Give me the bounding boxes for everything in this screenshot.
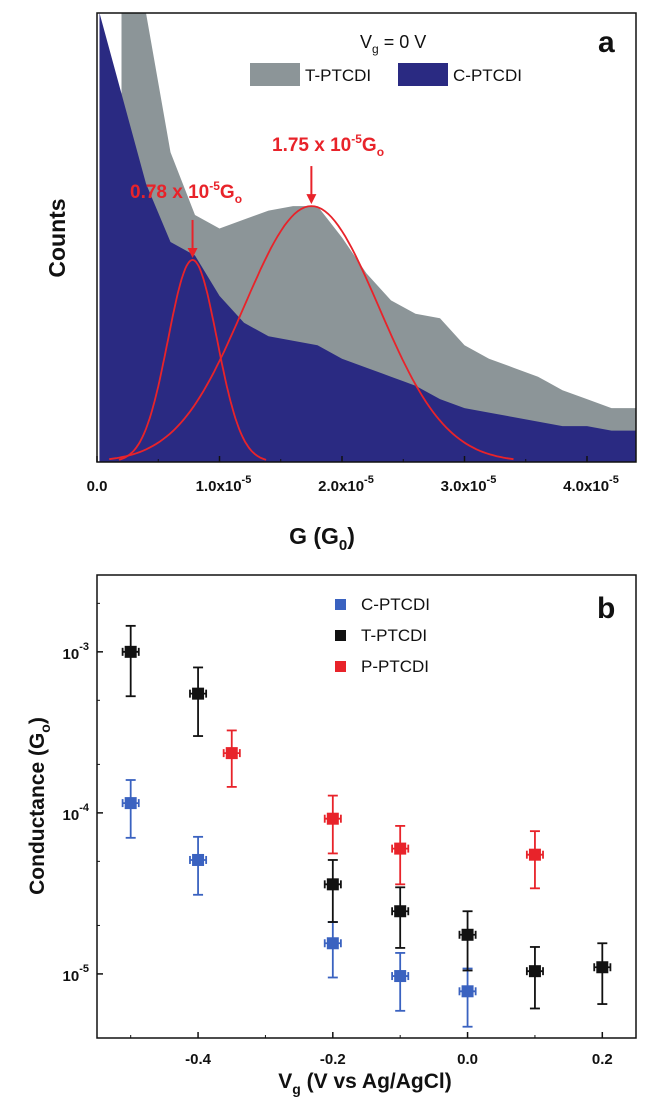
marker [394, 970, 407, 983]
marker [124, 797, 137, 810]
legend-marker [335, 661, 346, 672]
data-point-t-ptcdi [189, 666, 208, 737]
legend-label: C-PTCDI [453, 66, 522, 85]
histogram-c-ptcdi [99, 13, 636, 462]
legend-label: T-PTCDI [305, 66, 371, 85]
x-tick-label: 3.0x10-5 [441, 474, 497, 495]
x-tick-label: 0.2 [592, 1051, 613, 1068]
panel-a-annotations: 0.78 x 10-5Go 1.75 x 10-5Go [130, 132, 384, 258]
panel-a-x-axis-title: G (G0) [289, 523, 355, 554]
y-tick-label: 10-5 [63, 963, 89, 985]
panel-a-legend: T-PTCDI C-PTCDI [250, 63, 522, 86]
panel-a-header: Vg = 0 V [360, 32, 426, 56]
peak-label: 0.78 x 10-5Go [130, 179, 242, 206]
panel-a-plot-area [99, 13, 636, 462]
data-point-p-ptcdi [323, 794, 342, 855]
marker [596, 961, 609, 974]
peak-arrow-head [187, 247, 198, 258]
peak-arrow-head [306, 194, 317, 205]
panel-a: 0.0 1.0x10-5 2.0x10-5 3.0x10-5 4.0x10-5 a Vg… [44, 12, 637, 554]
y-tick-label: 10-3 [63, 641, 89, 663]
legend-label: C-PTCDI [361, 595, 430, 614]
data-point-t-ptcdi [593, 942, 612, 1005]
y-tick-label: 10-4 [63, 802, 90, 824]
panel-a-frame [96, 12, 637, 463]
marker [394, 905, 407, 918]
panel-b-legend: C-PTCDI T-PTCDI P-PTCDI [335, 595, 430, 676]
marker [124, 645, 137, 658]
panel-a-x-ticks: 0.0 1.0x10-5 2.0x10-5 3.0x10-5 4.0x10-5 [87, 456, 619, 495]
marker [192, 687, 205, 700]
marker [326, 812, 339, 825]
peak-label: 1.75 x 10-5Go [272, 132, 384, 159]
marker [326, 937, 339, 950]
panel-b-y-axis-title: Conductance (Go) [26, 717, 53, 895]
data-point-t-ptcdi [525, 946, 544, 1010]
legend-marker [335, 599, 346, 610]
data-point-t-ptcdi [323, 859, 342, 923]
data-point-p-ptcdi [222, 729, 241, 788]
panel-a-y-axis-title: Counts [44, 198, 70, 277]
marker [326, 878, 339, 891]
legend-label: T-PTCDI [361, 626, 427, 645]
data-point-t-ptcdi [391, 886, 410, 949]
x-tick-label: 0.0 [87, 478, 108, 495]
legend-swatch [250, 63, 300, 86]
panel-b-points [121, 624, 612, 1028]
data-point-t-ptcdi [121, 624, 140, 698]
data-point-c-ptcdi [323, 921, 342, 979]
panel-b-x-axis-title: Vg (V vs Ag/AgCl) [278, 1070, 451, 1097]
data-point-t-ptcdi [458, 910, 477, 972]
x-tick-label: -0.4 [185, 1051, 212, 1068]
marker [528, 965, 541, 978]
data-point-c-ptcdi [391, 952, 410, 1012]
data-point-c-ptcdi [121, 779, 140, 839]
marker [461, 985, 474, 998]
legend-marker [335, 630, 346, 641]
data-point-c-ptcdi [458, 967, 477, 1028]
panel-a-letter: a [598, 26, 615, 59]
panel-b-ticks: -0.4 -0.2 0.0 0.2 10-3 10-4 10-5 [63, 602, 613, 1068]
x-tick-label: 1.0x10-5 [196, 474, 252, 495]
gaussian-fit-2 [109, 205, 514, 461]
x-tick-label: 0.0 [457, 1051, 478, 1068]
x-tick-label: 4.0x10-5 [563, 474, 619, 495]
panel-b: -0.4 -0.2 0.0 0.2 10-3 10-4 10-5 C-PTCDI T-PTCD… [26, 574, 637, 1097]
x-tick-label: 2.0x10-5 [318, 474, 374, 495]
data-point-c-ptcdi [189, 835, 208, 896]
legend-swatch [398, 63, 448, 86]
marker [461, 928, 474, 941]
marker [225, 747, 238, 760]
panel-b-frame [96, 574, 637, 1039]
panel-b-letter: b [597, 592, 615, 625]
data-point-p-ptcdi [525, 830, 544, 890]
legend-label: P-PTCDI [361, 657, 429, 676]
marker [394, 842, 407, 855]
data-point-p-ptcdi [391, 825, 410, 886]
gaussian-fit-1 [118, 258, 267, 461]
x-tick-label: -0.2 [320, 1051, 346, 1068]
marker [528, 848, 541, 861]
marker [192, 853, 205, 866]
